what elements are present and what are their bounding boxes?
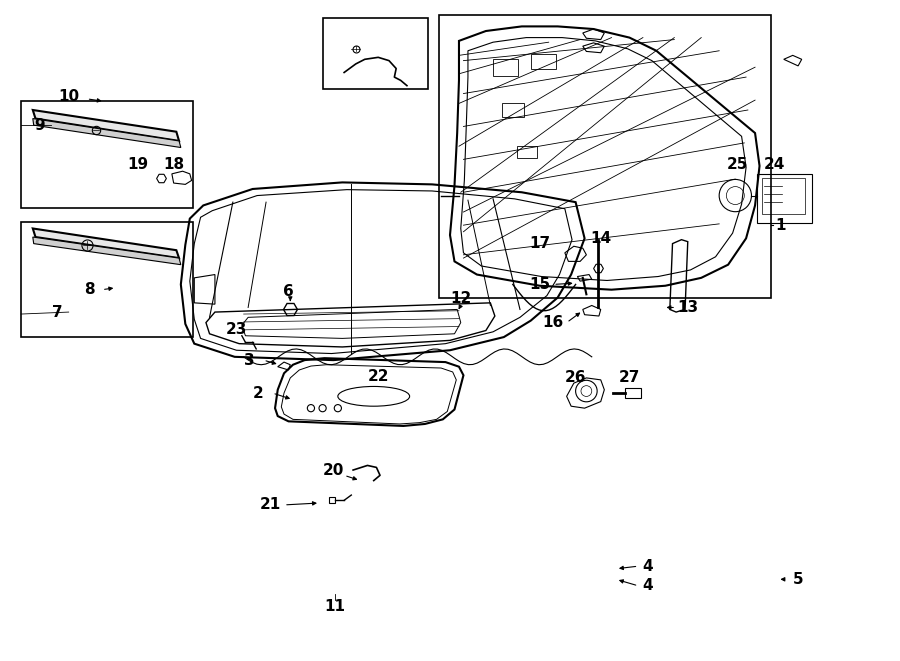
Text: 7: 7 bbox=[51, 305, 62, 319]
Polygon shape bbox=[32, 110, 179, 141]
Bar bbox=[493, 59, 518, 76]
Text: 8: 8 bbox=[84, 282, 94, 297]
Bar bbox=[322, 18, 428, 89]
Text: 11: 11 bbox=[325, 600, 346, 615]
Text: 22: 22 bbox=[367, 369, 389, 384]
Text: 4: 4 bbox=[642, 559, 652, 574]
Text: 5: 5 bbox=[793, 572, 804, 587]
Bar bbox=[502, 103, 525, 116]
Bar bbox=[625, 389, 641, 399]
Text: 24: 24 bbox=[764, 157, 786, 172]
Text: 21: 21 bbox=[260, 498, 281, 512]
Text: 26: 26 bbox=[565, 370, 587, 385]
Text: 1: 1 bbox=[775, 217, 786, 233]
Bar bbox=[21, 222, 194, 337]
Text: 6: 6 bbox=[284, 284, 294, 299]
Text: 23: 23 bbox=[226, 322, 248, 336]
Text: 19: 19 bbox=[127, 157, 148, 172]
Text: 14: 14 bbox=[590, 231, 611, 246]
Text: 4: 4 bbox=[642, 578, 652, 594]
Text: 12: 12 bbox=[450, 292, 472, 307]
Text: 17: 17 bbox=[529, 236, 550, 251]
Bar bbox=[531, 54, 556, 69]
Text: 18: 18 bbox=[163, 157, 184, 172]
Text: 20: 20 bbox=[323, 463, 344, 477]
Text: 2: 2 bbox=[253, 385, 264, 401]
Bar bbox=[518, 146, 537, 158]
Polygon shape bbox=[32, 229, 179, 258]
Text: 3: 3 bbox=[244, 352, 255, 368]
Bar bbox=[439, 15, 771, 297]
Text: 16: 16 bbox=[543, 315, 563, 330]
Bar bbox=[21, 101, 194, 208]
Text: 27: 27 bbox=[619, 370, 640, 385]
Text: 9: 9 bbox=[34, 118, 44, 133]
Text: 13: 13 bbox=[677, 300, 698, 315]
Text: 25: 25 bbox=[726, 157, 748, 172]
Text: 10: 10 bbox=[58, 89, 79, 104]
Bar bbox=[762, 178, 806, 214]
Polygon shape bbox=[32, 237, 181, 264]
Polygon shape bbox=[32, 118, 181, 147]
Bar bbox=[757, 174, 813, 223]
Text: 15: 15 bbox=[529, 277, 550, 292]
